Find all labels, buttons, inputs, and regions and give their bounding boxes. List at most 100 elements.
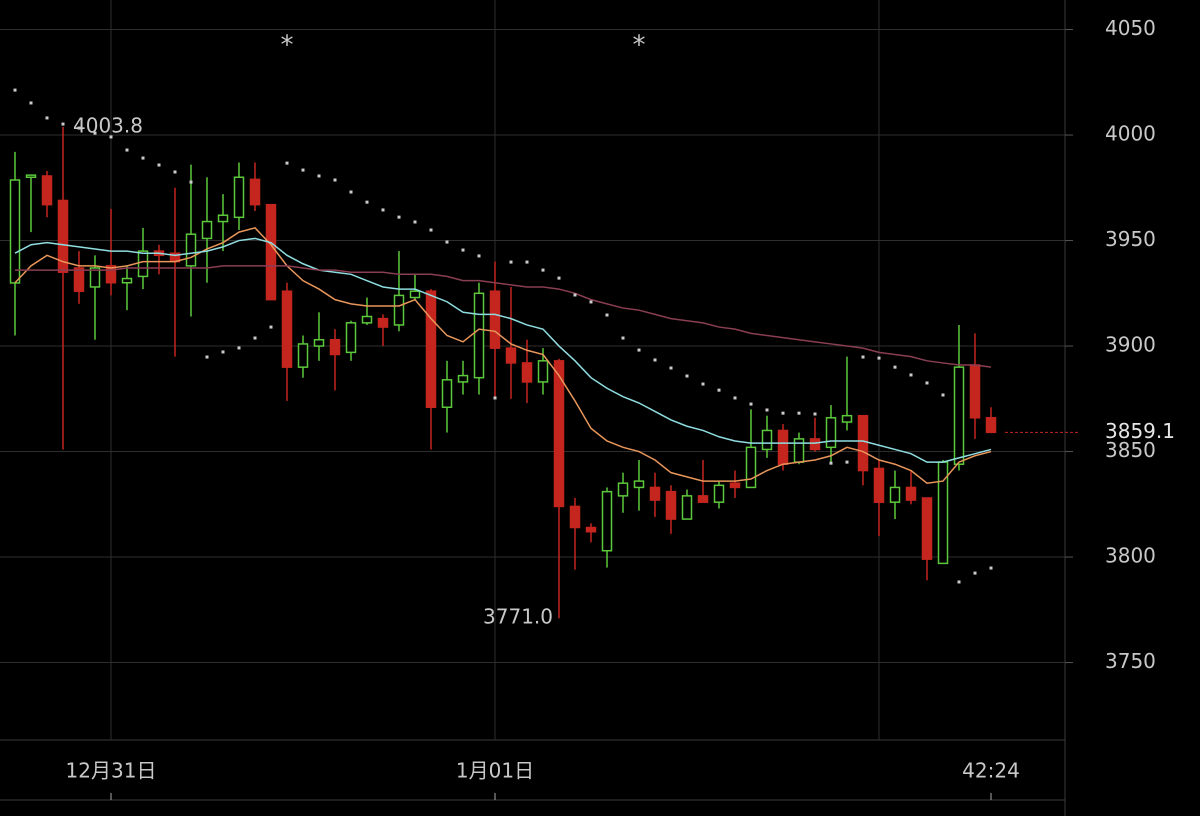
candle-body xyxy=(297,343,309,368)
sar-dot xyxy=(941,393,945,397)
candle-body xyxy=(553,360,565,508)
sar-dot xyxy=(829,461,833,465)
sar-dot xyxy=(397,215,401,219)
candle-body xyxy=(921,497,933,560)
sar-dot xyxy=(205,355,209,359)
sar-dot xyxy=(685,374,689,378)
candle-body xyxy=(745,446,757,489)
candle-body xyxy=(633,480,645,489)
sar-dot xyxy=(13,88,17,92)
sar-dot xyxy=(509,260,513,264)
sar-dot xyxy=(541,268,545,272)
candle-body xyxy=(473,292,485,379)
sar-dot xyxy=(797,411,801,415)
candle-body xyxy=(777,429,789,465)
candle-body xyxy=(985,417,997,434)
sar-dot xyxy=(893,365,897,369)
sar-dot xyxy=(845,460,849,464)
sar-dot xyxy=(653,358,657,362)
y-tick-label: 4000 xyxy=(1105,122,1156,146)
sar-dot xyxy=(45,116,49,120)
y-tick-label: 3950 xyxy=(1105,227,1156,251)
candle-body xyxy=(233,176,245,219)
candle-body xyxy=(681,495,693,520)
y-tick-label: 3750 xyxy=(1105,649,1156,673)
sar-dot xyxy=(477,254,481,258)
candle-body xyxy=(665,490,677,520)
sar-dot xyxy=(237,346,241,350)
moving-average-line xyxy=(14,227,992,484)
candle-body xyxy=(393,294,405,326)
candle-body xyxy=(521,362,533,383)
candle-body xyxy=(537,360,549,383)
y-tick-label: 4050 xyxy=(1105,16,1156,40)
sar-dot xyxy=(29,101,33,105)
candle-body xyxy=(185,233,197,267)
candle-body xyxy=(969,364,981,419)
candle-body xyxy=(825,417,837,449)
candle-body xyxy=(377,317,389,328)
sar-dot xyxy=(333,178,337,182)
candle-body xyxy=(281,290,293,368)
sar-dot xyxy=(621,336,625,340)
candle-body xyxy=(601,490,613,552)
candle-body xyxy=(713,484,725,503)
candle-body xyxy=(505,347,517,364)
sar-dot xyxy=(909,373,913,377)
sar-dot xyxy=(717,388,721,392)
sar-dot xyxy=(141,156,145,160)
candle-body xyxy=(441,379,453,408)
sar-dot xyxy=(781,411,785,415)
sar-dot xyxy=(253,336,257,340)
candle-body xyxy=(137,250,149,278)
candle-body xyxy=(345,322,357,354)
sar-dot xyxy=(317,174,321,178)
candle-body xyxy=(729,482,741,489)
sar-dot xyxy=(925,381,929,385)
sar-dot xyxy=(173,170,177,174)
sar-dot xyxy=(669,366,673,370)
event-marker: * xyxy=(281,31,294,61)
candle-body xyxy=(41,175,53,206)
candle-body xyxy=(569,505,581,529)
sar-dot xyxy=(413,220,417,224)
candle-body xyxy=(425,290,437,408)
sar-dot xyxy=(589,300,593,304)
sar-dot xyxy=(573,293,577,297)
candle-body xyxy=(105,265,117,284)
sar-dot xyxy=(429,228,433,232)
x-tick-label: 42:24 xyxy=(962,759,1020,783)
sar-dot xyxy=(765,408,769,412)
y-tick-label: 3850 xyxy=(1105,438,1156,462)
candle-body xyxy=(313,338,325,347)
moving-average-line xyxy=(14,237,992,463)
candle-body xyxy=(841,414,853,423)
sar-dot xyxy=(701,382,705,386)
candle-body xyxy=(873,467,885,503)
sar-dot xyxy=(733,396,737,400)
candle-body xyxy=(25,174,37,178)
candle-body xyxy=(809,438,821,451)
extreme-label: 3771.0 xyxy=(483,605,553,629)
sar-dot xyxy=(557,276,561,280)
x-tick-label: 12月31日 xyxy=(66,759,157,783)
sar-dot xyxy=(445,240,449,244)
extreme-label: 4003.8 xyxy=(73,114,143,138)
candle-body xyxy=(121,277,133,284)
x-tick-label: 1月01日 xyxy=(456,759,534,783)
sar-dot xyxy=(861,355,865,359)
sar-dot xyxy=(125,148,129,152)
sar-dot xyxy=(493,396,497,400)
sar-dot xyxy=(525,260,529,264)
sar-dot xyxy=(157,163,161,167)
last-price-label: 3859.1 xyxy=(1105,419,1175,443)
sar-dot xyxy=(109,135,113,139)
candle-body xyxy=(409,290,421,299)
candle-body xyxy=(617,482,629,497)
candle-body xyxy=(489,290,501,349)
candle-body xyxy=(73,267,85,292)
candle-body xyxy=(89,267,101,288)
candle-body xyxy=(889,486,901,503)
sar-dot xyxy=(365,200,369,204)
